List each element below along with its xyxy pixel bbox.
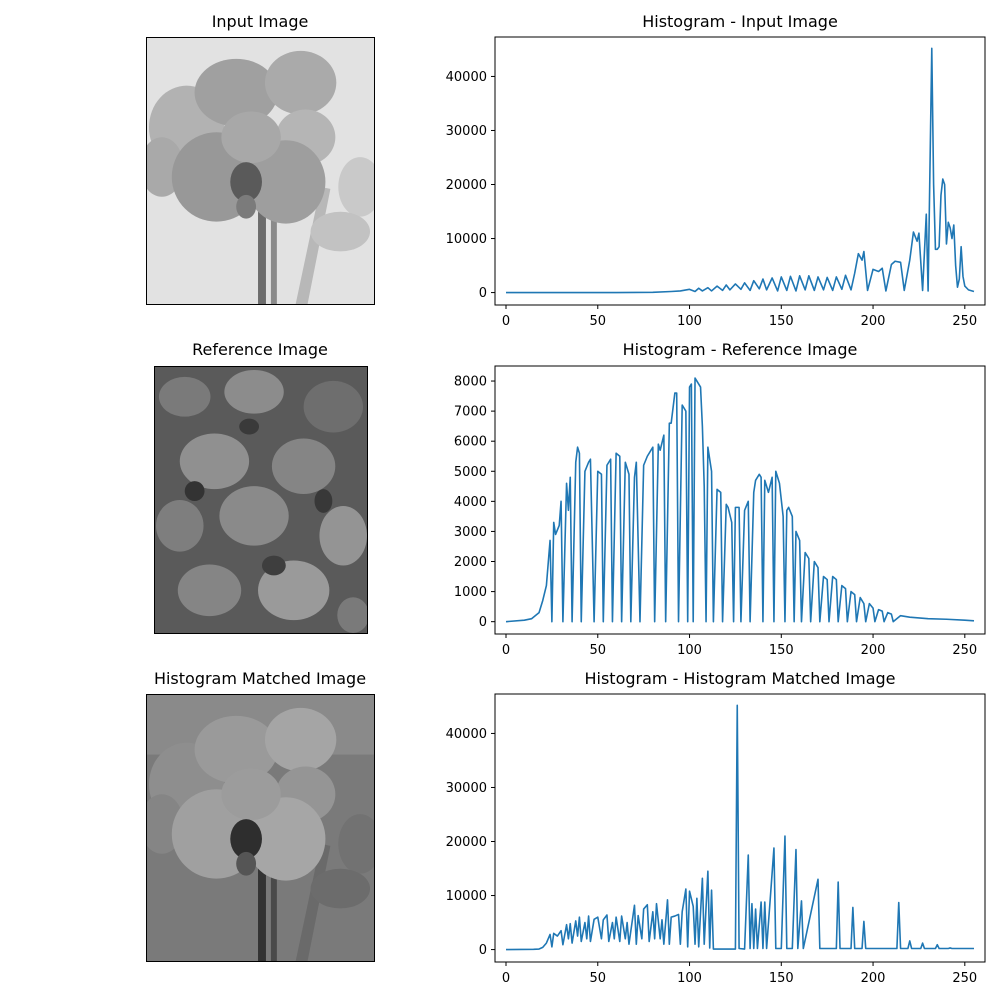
- reference-image: [154, 366, 368, 634]
- y-tick-label: 10000: [446, 232, 487, 247]
- y-tick-label: 7000: [454, 405, 487, 420]
- x-tick-label: 150: [769, 643, 794, 658]
- x-tick-label: 100: [677, 971, 702, 986]
- input-image: [146, 37, 375, 305]
- input-histogram-chart: 0 50 100 150 200 250 0 10000 20000 30000 40000: [440, 36, 990, 337]
- y-tick-label: 30000: [446, 124, 487, 139]
- petunia-photo-reference: [155, 367, 367, 633]
- x-tick-label: 50: [589, 643, 606, 658]
- x-tick-label: 200: [861, 314, 886, 329]
- y-tick-label: 6000: [454, 435, 487, 450]
- y-tick-label: 40000: [446, 727, 487, 742]
- y-tick-label: 4000: [454, 495, 487, 510]
- input-image-title: Input Image: [211, 12, 309, 31]
- y-tick-label: 2000: [454, 555, 487, 570]
- histogram-series-line: [506, 47, 975, 294]
- x-tick-label: 250: [952, 643, 977, 658]
- axes-frame: [494, 36, 986, 306]
- histogram-series-line: [505, 377, 975, 623]
- chart-title-input-histogram: Histogram - Input Image: [642, 12, 838, 31]
- histogram-svg: 0 50 100 150 200 250 0 10000 20000 30000 40000: [446, 36, 986, 329]
- x-tick-label: 50: [589, 314, 606, 329]
- y-tick-label: 3000: [454, 525, 487, 540]
- y-tick-label: 5000: [454, 465, 487, 480]
- histogram-svg: 0 50 100 150 200 250 0 10000 20000 30000 40000: [446, 693, 986, 986]
- chart-title-matched-histogram: Histogram - Histogram Matched Image: [584, 669, 896, 688]
- x-tick-label: 150: [769, 314, 794, 329]
- axes-frame: [494, 365, 986, 635]
- matched-histogram-chart: 0 50 100 150 200 250 0 10000 20000 30000 40000: [440, 693, 990, 994]
- y-tick-label: 30000: [446, 781, 487, 796]
- reference-image-title: Reference Image: [192, 340, 328, 359]
- orchid-photo-matched: [147, 695, 374, 961]
- x-tick-label: 150: [769, 971, 794, 986]
- x-tick-label: 100: [677, 314, 702, 329]
- x-tick-label: 0: [502, 971, 510, 986]
- matched-image: [146, 694, 375, 962]
- matched-image-title: Histogram Matched Image: [153, 669, 367, 688]
- chart-title-reference-histogram: Histogram - Reference Image: [622, 340, 858, 359]
- orchid-photo-input: [147, 38, 374, 304]
- y-tick-label: 40000: [446, 70, 487, 85]
- x-tick-label: 0: [502, 643, 510, 658]
- y-tick-label: 20000: [446, 178, 487, 193]
- histogram-svg: 0 50 100 150 200 250 0 1000 2000 3000 4000 5000 6000…: [454, 365, 986, 658]
- y-tick-label: 0: [479, 615, 487, 630]
- x-tick-label: 100: [677, 643, 702, 658]
- y-tick-label: 1000: [454, 585, 487, 600]
- axes-frame: [494, 693, 986, 963]
- x-tick-label: 50: [589, 971, 606, 986]
- reference-histogram-chart: 0 50 100 150 200 250 0 1000 2000 3000 4000 5000 6000…: [440, 365, 990, 666]
- x-tick-label: 250: [952, 314, 977, 329]
- x-tick-label: 0: [502, 314, 510, 329]
- x-tick-label: 200: [861, 643, 886, 658]
- y-tick-label: 0: [479, 286, 487, 301]
- y-tick-label: 0: [479, 943, 487, 958]
- y-tick-label: 20000: [446, 835, 487, 850]
- histogram-series-line: [506, 704, 974, 951]
- y-tick-label: 8000: [454, 375, 487, 390]
- x-tick-label: 200: [861, 971, 886, 986]
- x-tick-label: 250: [952, 971, 977, 986]
- y-tick-label: 10000: [446, 889, 487, 904]
